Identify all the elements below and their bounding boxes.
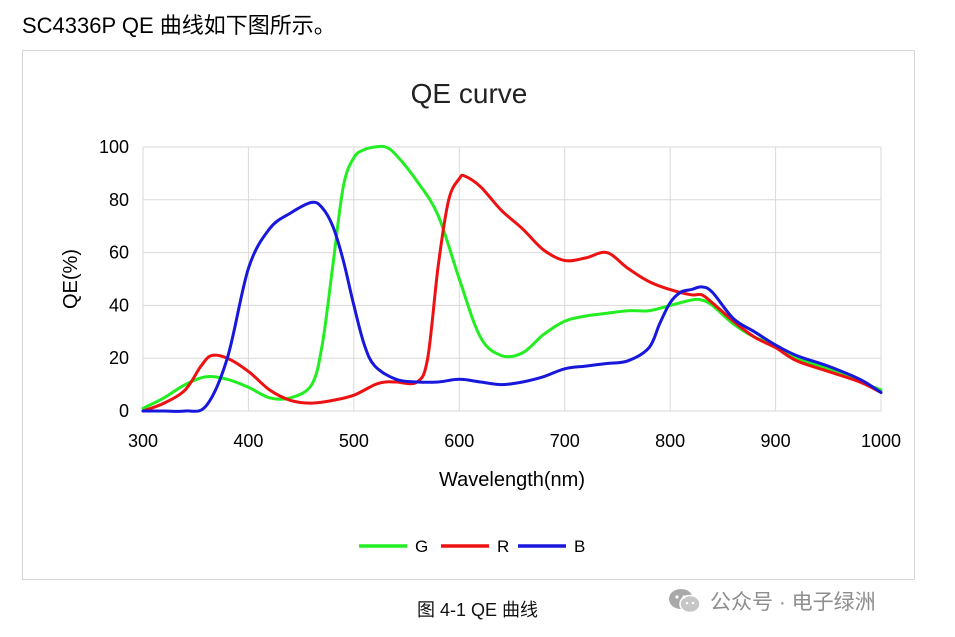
legend-label-R: R bbox=[497, 537, 509, 556]
series-line-B bbox=[141, 200, 883, 413]
chart-title: QE curve bbox=[411, 78, 528, 109]
x-tick-labels: 300 400 500 600 700 800 900 1000 bbox=[128, 431, 901, 451]
qe-curve-chart: QE curve 0 20 40 60 80 100 300 400 500 600 700 800… bbox=[60, 78, 901, 556]
y-tick-label: 20 bbox=[109, 348, 129, 368]
series-line-G bbox=[141, 144, 883, 410]
x-tick-label: 600 bbox=[444, 431, 474, 451]
y-tick-labels: 0 20 40 60 80 100 bbox=[99, 137, 129, 421]
y-tick-label: 0 bbox=[119, 401, 129, 421]
legend-label-G: G bbox=[415, 537, 428, 556]
wechat-icon bbox=[669, 589, 701, 614]
x-tick-label: 400 bbox=[233, 431, 263, 451]
x-tick-label: 500 bbox=[339, 431, 369, 451]
series-line-R bbox=[141, 173, 883, 413]
chart-frame: QE curve 0 20 40 60 80 100 300 400 500 600 700 800… bbox=[22, 50, 915, 580]
y-axis-title: QE(%) bbox=[60, 249, 82, 309]
watermark: 公众号 · 电子绿洲 bbox=[668, 586, 876, 616]
page-heading: SC4336P QE 曲线如下图所示。 bbox=[22, 13, 336, 38]
watermark-text: 公众号 · 电子绿洲 bbox=[710, 591, 876, 614]
x-tick-label: 800 bbox=[655, 431, 685, 451]
series-lines bbox=[141, 144, 883, 413]
y-tick-label: 80 bbox=[109, 190, 129, 210]
chart-grid bbox=[142, 146, 882, 412]
figure-caption: 图 4-1 QE 曲线 bbox=[416, 600, 539, 620]
x-tick-label: 900 bbox=[761, 431, 791, 451]
x-tick-label: 700 bbox=[550, 431, 580, 451]
legend-label-B: B bbox=[574, 537, 585, 556]
y-tick-label: 100 bbox=[99, 137, 129, 157]
y-tick-label: 40 bbox=[109, 295, 129, 315]
x-axis-title: Wavelength(nm) bbox=[439, 469, 585, 491]
x-tick-label: 1000 bbox=[861, 431, 901, 451]
x-tick-label: 300 bbox=[128, 431, 158, 451]
y-tick-label: 60 bbox=[109, 243, 129, 263]
